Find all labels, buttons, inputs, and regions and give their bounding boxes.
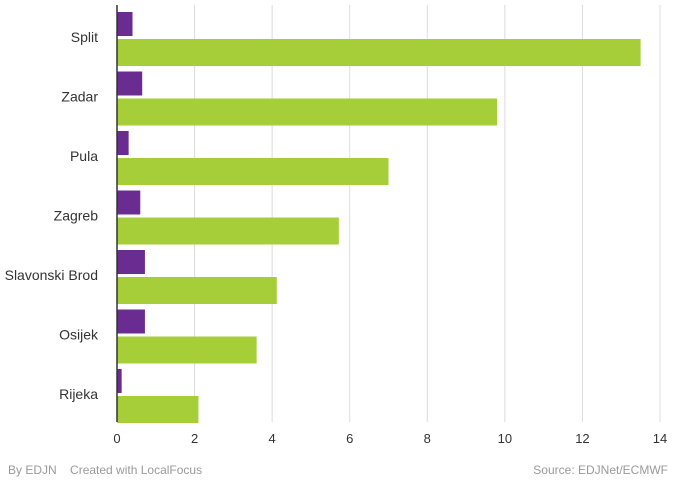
bars [117, 12, 641, 423]
category-label: Split [71, 29, 98, 45]
bar-zagreb-series-2 [117, 217, 339, 245]
bar-zagreb-series-1 [117, 190, 141, 215]
category-label: Osijek [59, 327, 99, 343]
bar-osijek-series-1 [117, 309, 145, 334]
bar-zadar-series-2 [117, 98, 498, 126]
bar-osijek-series-2 [117, 336, 257, 364]
category-label: Slavonski Brod [5, 267, 98, 283]
footer-source: Source: EDJNet/ECMWF [533, 463, 668, 477]
x-tick-label: 0 [113, 431, 120, 446]
category-labels: Split Zadar Pula Zagreb Slavonski Brod Osijek… [5, 29, 99, 402]
bar-rijeka-series-2 [117, 396, 199, 423]
bar-slavonski-brod-series-2 [117, 277, 277, 304]
footer-credits: By EDJN Created with LocalFocus [8, 463, 202, 477]
x-tick-label: 10 [498, 431, 512, 446]
category-label: Rijeka [59, 386, 98, 402]
bar-split-series-2 [117, 39, 641, 66]
x-tick-label: 4 [269, 431, 276, 446]
bar-pula-series-2 [117, 158, 389, 185]
x-tick-label: 8 [424, 431, 431, 446]
x-tick-label: 12 [575, 431, 589, 446]
x-tick-label: 14 [653, 431, 667, 446]
bar-split-series-1 [117, 12, 133, 36]
x-tick-label: 2 [191, 431, 198, 446]
footer-created-with: Created with LocalFocus [70, 463, 203, 477]
footer-by: By EDJN [8, 463, 57, 477]
category-label: Zagreb [54, 208, 99, 224]
bar-rijeka-series-1 [117, 369, 122, 393]
category-label: Zadar [61, 89, 98, 105]
category-label: Pula [70, 148, 98, 164]
x-tick-label: 6 [346, 431, 353, 446]
bar-slavonski-brod-series-1 [117, 250, 145, 274]
bar-pula-series-1 [117, 131, 129, 155]
bar-chart: Split Zadar Pula Zagreb Slavonski Brod Osijek… [5, 5, 667, 446]
bar-zadar-series-1 [117, 71, 143, 96]
x-tick-labels: 0 2 4 6 8 10 12 14 [113, 431, 667, 446]
grid-lines [194, 5, 661, 422]
